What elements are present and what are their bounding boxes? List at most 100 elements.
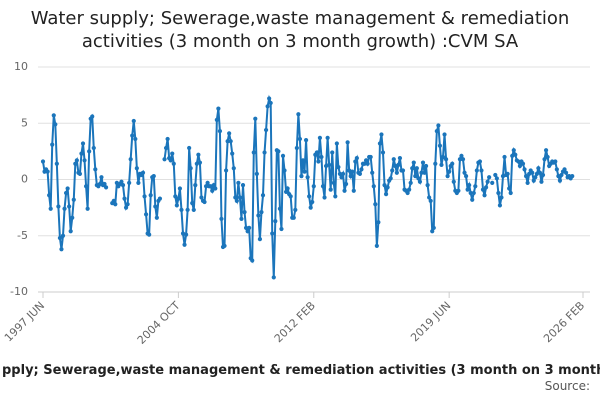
data-point [390, 168, 395, 173]
data-point [522, 167, 527, 172]
data-point [250, 258, 255, 263]
data-point [413, 174, 418, 179]
data-point [396, 162, 401, 167]
data-point [442, 132, 447, 137]
data-point [253, 116, 258, 121]
data-point [216, 106, 221, 111]
data-point [177, 186, 183, 191]
data-point [337, 171, 343, 176]
data-point [214, 117, 219, 122]
y-tick-label: -10 [10, 285, 28, 298]
data-point [74, 158, 79, 163]
data-point [91, 145, 96, 151]
data-point [517, 163, 523, 169]
data-point [371, 184, 376, 189]
data-point [68, 229, 73, 234]
data-point [51, 113, 56, 118]
data-point [430, 229, 435, 234]
data-point [319, 154, 324, 160]
data-point [379, 132, 384, 137]
data-point [260, 193, 266, 198]
data-point [485, 179, 490, 184]
data-point [477, 159, 483, 164]
data-point [247, 225, 252, 230]
data-point [222, 243, 227, 248]
data-point [239, 216, 244, 221]
data-point [47, 193, 52, 198]
data-point [62, 206, 67, 211]
data-point [334, 141, 339, 146]
data-point [327, 162, 332, 167]
data-point [382, 183, 387, 188]
data-point [465, 187, 470, 192]
data-point [543, 148, 549, 153]
data-point [437, 143, 443, 148]
data-point [320, 184, 326, 189]
data-point [311, 184, 316, 189]
data-point [276, 149, 281, 154]
data-point [162, 157, 167, 162]
data-point [520, 161, 526, 166]
data-point [80, 141, 86, 146]
data-point [377, 141, 383, 146]
data-point [268, 100, 273, 106]
data-point [270, 231, 275, 236]
data-point [508, 190, 513, 196]
data-point [251, 150, 256, 155]
data-point [502, 154, 507, 160]
data-point [365, 161, 370, 166]
data-point [353, 159, 358, 164]
data-point [333, 194, 338, 199]
data-point [423, 163, 429, 169]
data-point [474, 168, 479, 173]
data-point [256, 213, 261, 218]
y-tick-label: 5 [21, 116, 28, 129]
data-point [417, 179, 423, 184]
data-point [554, 167, 559, 172]
data-point [168, 158, 173, 163]
data-point [230, 151, 235, 156]
data-point [322, 195, 327, 200]
data-point [368, 154, 373, 160]
data-point [342, 188, 347, 193]
data-point [271, 275, 276, 280]
data-point [325, 135, 330, 140]
data-point [131, 118, 136, 124]
data-point [431, 225, 436, 230]
data-point [151, 174, 156, 179]
data-point [507, 186, 512, 191]
data-point [171, 161, 176, 166]
data-point [463, 174, 469, 179]
data-point [433, 161, 438, 166]
data-point [267, 96, 272, 101]
data-point [462, 170, 467, 175]
data-point [330, 150, 335, 155]
data-point [516, 159, 521, 164]
y-tick-label: -5 [17, 229, 28, 242]
data-point [79, 151, 84, 156]
data-point [483, 185, 489, 190]
data-point [154, 215, 159, 220]
data-point [468, 190, 473, 196]
data-point [99, 175, 104, 180]
data-point [130, 133, 135, 138]
data-point [77, 171, 83, 176]
data-point [262, 150, 267, 155]
data-point [451, 179, 456, 184]
data-point [427, 195, 432, 200]
data-point [85, 206, 90, 211]
data-point [553, 159, 558, 164]
data-point [328, 187, 333, 192]
data-point [265, 104, 270, 109]
data-point [293, 207, 298, 212]
data-point [227, 131, 232, 136]
data-point [82, 158, 87, 163]
data-point [285, 186, 290, 191]
x-tick-label: 2012 FEB [272, 299, 318, 345]
data-point [511, 148, 516, 153]
data-point [245, 229, 250, 234]
data-point [283, 189, 289, 194]
data-point [357, 171, 363, 176]
data-point [307, 194, 312, 199]
data-point [196, 152, 201, 157]
